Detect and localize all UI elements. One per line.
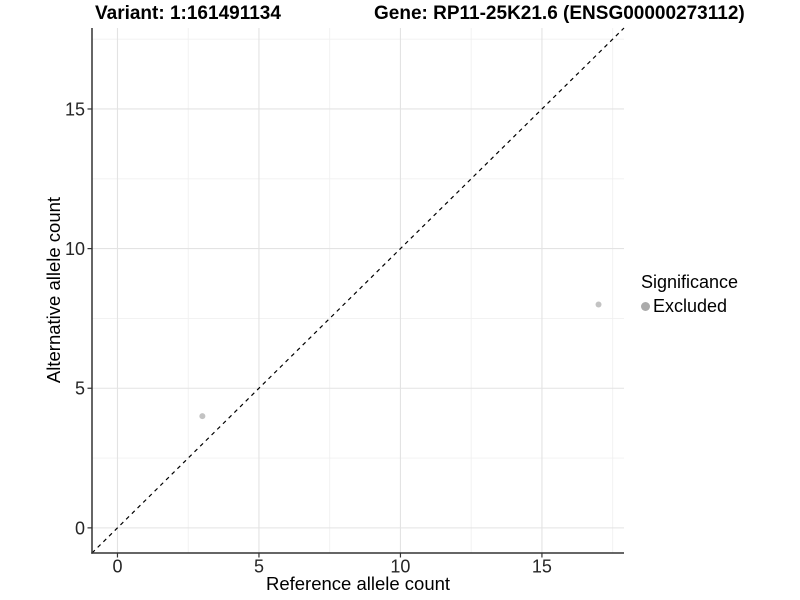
x-tick-label: 15 — [532, 557, 552, 577]
legend-dot-icon — [641, 302, 650, 311]
legend: Significance Excluded — [641, 272, 738, 317]
y-tick-label: 10 — [65, 239, 85, 259]
y-tick-label: 15 — [65, 99, 85, 119]
x-tick-label: 0 — [112, 557, 122, 577]
gene-title: Gene: RP11-25K21.6 (ENSG00000273112) — [374, 3, 745, 24]
y-tick-label: 5 — [75, 379, 85, 399]
y-axis-title: Alternative allele count — [43, 196, 64, 384]
x-tick-label: 10 — [390, 557, 410, 577]
identity-line — [91, 27, 625, 554]
y-tick-label: 0 — [75, 518, 85, 538]
x-tick-label: 5 — [254, 557, 264, 577]
legend-entry: Excluded — [641, 296, 738, 317]
x-axis-title: Reference allele count — [265, 573, 451, 594]
data-point — [199, 413, 206, 420]
data-point — [595, 301, 602, 308]
variant-title: Variant: 1:161491134 — [95, 3, 281, 24]
legend-title: Significance — [641, 272, 739, 292]
legend-entry-label: Excluded — [653, 296, 728, 316]
